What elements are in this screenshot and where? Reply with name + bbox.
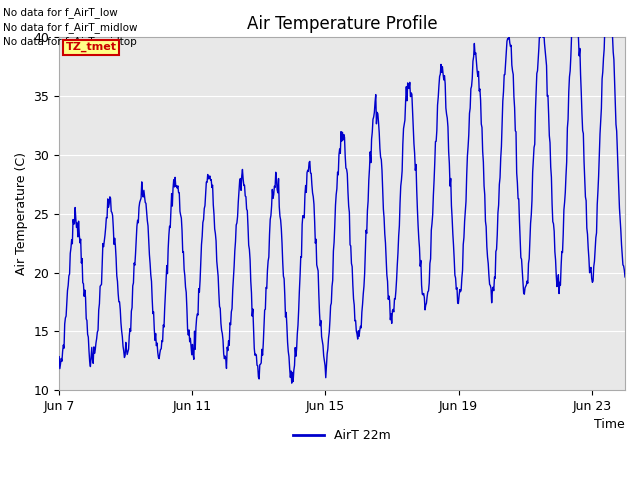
Text: No data for f_AirT_midlow: No data for f_AirT_midlow <box>3 22 138 33</box>
Text: No data for f_AirT_midtop: No data for f_AirT_midtop <box>3 36 137 47</box>
Y-axis label: Air Temperature (C): Air Temperature (C) <box>15 152 28 275</box>
Text: TZ_tmet: TZ_tmet <box>65 42 116 52</box>
X-axis label: Time: Time <box>595 419 625 432</box>
Legend: AirT 22m: AirT 22m <box>288 424 396 447</box>
Title: Air Temperature Profile: Air Temperature Profile <box>247 15 437 33</box>
Text: No data for f_AirT_low: No data for f_AirT_low <box>3 7 118 18</box>
